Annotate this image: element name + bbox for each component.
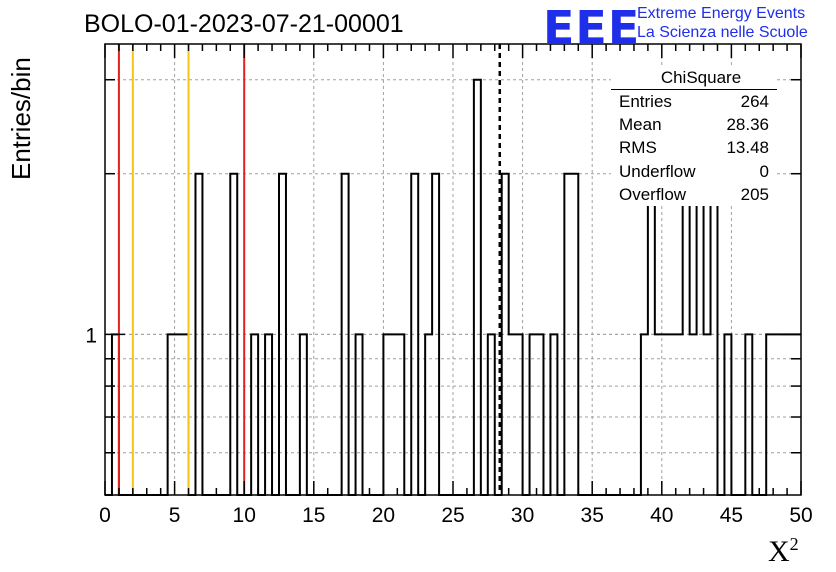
x-tick-label: 10 [233, 504, 256, 527]
stats-label: Mean [619, 115, 662, 135]
stats-box-title: ChiSquare [611, 67, 777, 90]
stats-value: 264 [740, 92, 769, 111]
x-tick-label: 0 [99, 504, 111, 527]
eee-logo: EEE [543, 1, 641, 55]
x-axis-label: X2 [768, 534, 799, 569]
x-tick-label: 20 [372, 504, 395, 527]
stats-value: 205 [740, 184, 769, 204]
x-axis-label-sup: 2 [789, 534, 799, 554]
reference-lines [117, 44, 502, 495]
x-axis-label-base: X [768, 535, 790, 568]
stats-label: Entries [619, 92, 672, 111]
x-tick-label: 5 [169, 504, 181, 527]
x-tick-label: 15 [302, 504, 325, 527]
axes: 0 5 10 15 20 25 30 35 40 45 50 1 [85, 43, 813, 527]
stats-label: Underflow [619, 161, 696, 181]
stats-label: Overflow [619, 184, 687, 204]
x-tick-label: 25 [441, 504, 464, 527]
stats-row-underflow: Underflow 0 [611, 160, 777, 183]
stats-row-overflow: Overflow 205 [611, 183, 777, 206]
stats-label: RMS [619, 138, 657, 158]
chart-title: BOLO-01-2023-07-21-00001 [84, 10, 404, 38]
x-tick-label: 50 [789, 504, 812, 527]
stats-box: ChiSquare Entries 264 Mean 28.36 RMS 13.48 … [611, 67, 777, 207]
stats-row-entries: Entries 264 [611, 90, 777, 113]
stats-value: 28.36 [726, 115, 769, 135]
grid-lines [105, 44, 801, 495]
x-tick-label: 35 [581, 504, 604, 527]
eee-line-1: Extreme Energy Events [637, 5, 806, 22]
eee-subtitle: Extreme Energy Events La Scienza nelle S… [637, 4, 808, 42]
x-tick-label: 40 [650, 504, 673, 527]
stats-row-mean: Mean 28.36 [611, 113, 777, 136]
stats-value: 13.48 [726, 138, 769, 158]
y-axis-label: Entries/bin [6, 57, 36, 180]
x-tick-label: 30 [511, 504, 534, 527]
stats-row-rms: RMS 13.48 [611, 136, 777, 159]
stats-value: 0 [759, 161, 769, 181]
eee-line-2: La Scienza nelle Scuole [637, 24, 808, 41]
y-tick-label: 1 [85, 324, 97, 347]
x-tick-label: 45 [720, 504, 743, 527]
